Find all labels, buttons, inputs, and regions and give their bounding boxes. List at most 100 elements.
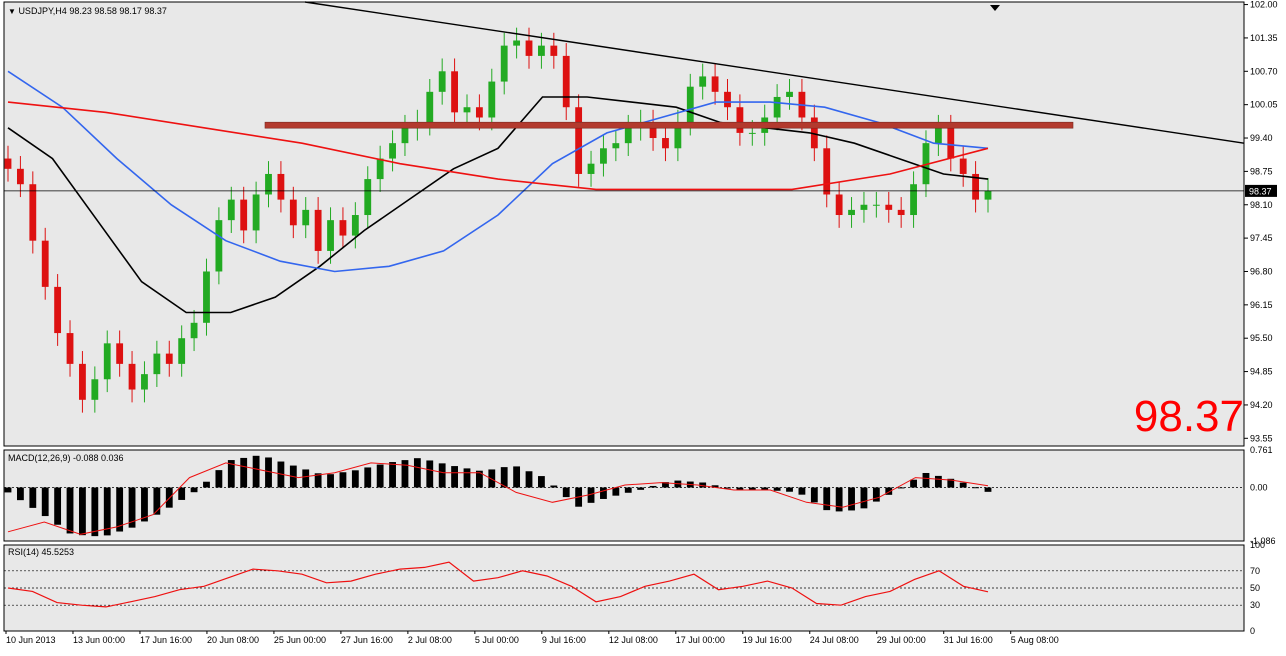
macd-bar <box>265 457 272 488</box>
candle <box>724 78 731 121</box>
price-tick-label: 100.05 <box>1250 100 1278 110</box>
candle-body <box>215 220 223 272</box>
candle-body <box>649 122 657 139</box>
candle <box>141 361 148 403</box>
candle-body <box>141 374 148 390</box>
candle <box>451 58 458 126</box>
macd-signal-line <box>7 462 989 535</box>
candle-body <box>550 45 558 56</box>
black-moving-average <box>7 96 989 314</box>
candle-body <box>103 343 111 380</box>
candle-body <box>438 71 446 92</box>
candle-body <box>16 168 24 185</box>
macd-bar <box>41 487 49 517</box>
macd-bar <box>475 470 483 488</box>
candle-body <box>252 194 260 231</box>
candle-body <box>500 45 508 82</box>
candle <box>699 63 707 100</box>
price-tick-label: 101.35 <box>1250 33 1278 43</box>
time-tick-label: 17 Jul 00:00 <box>676 635 725 645</box>
candle <box>103 330 111 393</box>
time-tick-label: 5 Jul 00:00 <box>475 635 519 645</box>
time-tick-label: 24 Jul 08:00 <box>810 635 859 645</box>
macd-tick-label: 0.00 <box>1250 482 1268 492</box>
candle-body <box>562 55 570 108</box>
candle <box>327 207 334 264</box>
candle-body <box>600 148 607 164</box>
macd-bar <box>699 482 707 488</box>
candle-body <box>165 353 173 364</box>
candle <box>984 178 992 213</box>
macd-bar <box>153 487 161 515</box>
candle <box>128 351 136 403</box>
candle-body <box>513 40 521 46</box>
candle <box>203 258 210 336</box>
candle <box>227 186 235 233</box>
time-tick-label: 10 Jun 2013 <box>6 635 56 645</box>
price-tick-label: 94.85 <box>1250 367 1273 377</box>
candle <box>54 274 62 346</box>
candle-body <box>897 209 905 216</box>
macd-bar <box>252 455 260 488</box>
macd-bar <box>748 487 756 490</box>
macd-bar <box>550 485 558 488</box>
macd-bar <box>922 472 930 488</box>
candle <box>934 114 942 156</box>
macd-bar <box>451 466 458 488</box>
macd-bar <box>339 472 347 488</box>
macd-bar <box>637 487 645 490</box>
candle-body <box>277 173 285 200</box>
macd-bar <box>178 487 186 500</box>
price-tick-label: 100.70 <box>1250 66 1278 76</box>
candle <box>4 145 12 182</box>
candle <box>972 161 980 213</box>
candle <box>910 171 917 228</box>
macd-bar <box>463 468 471 488</box>
macd-bar <box>848 487 855 511</box>
candle-body <box>265 173 272 195</box>
candle <box>252 181 260 244</box>
candle-body <box>314 209 322 251</box>
macd-bar <box>203 481 210 488</box>
candle-body <box>240 199 248 231</box>
candle-body <box>686 86 694 123</box>
candle-body <box>327 220 334 251</box>
candle <box>810 104 818 162</box>
candle <box>116 330 124 377</box>
candle-body <box>128 363 136 390</box>
candle <box>711 63 719 105</box>
time-tick-label: 19 Jul 16:00 <box>743 635 792 645</box>
candle <box>488 68 496 131</box>
macd-bar <box>972 487 980 489</box>
candle-body <box>116 343 124 364</box>
candle-body <box>984 190 992 200</box>
rsi-line <box>7 561 989 608</box>
candle <box>612 130 620 162</box>
macd-bar <box>215 470 223 488</box>
macd-bar <box>562 487 570 498</box>
macd-bar <box>413 458 421 488</box>
candle <box>674 109 682 162</box>
price-tick-label: 97.45 <box>1250 233 1273 243</box>
rsi-tick-label: 50 <box>1250 583 1260 593</box>
candle-body <box>910 184 917 216</box>
candle <box>463 94 471 126</box>
candle <box>215 207 223 285</box>
candle <box>190 309 198 352</box>
macd-bar <box>314 473 322 488</box>
candle <box>339 207 347 249</box>
time-tick-label: 5 Aug 08:00 <box>1011 635 1059 645</box>
candle <box>153 340 161 387</box>
candle-body <box>736 107 744 133</box>
candle-body <box>538 45 545 56</box>
macd-bar <box>959 482 967 488</box>
dropdown-triangle-icon[interactable]: ▼ <box>8 7 16 16</box>
current-price-big: 98.37 <box>1133 392 1244 441</box>
macd-tick-label: -1.086 <box>1250 536 1276 546</box>
candle <box>165 340 173 377</box>
macd-bar <box>885 487 893 495</box>
candle <box>848 197 855 228</box>
macd-bar <box>525 471 533 488</box>
candle-body <box>190 322 198 339</box>
